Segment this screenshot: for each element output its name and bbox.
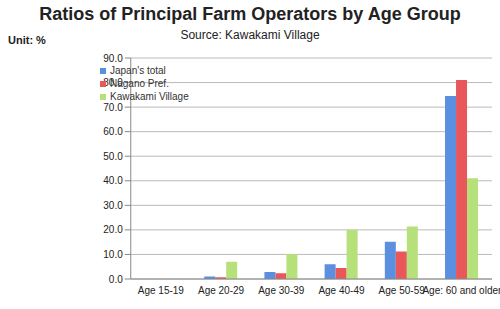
svg-text:90.0: 90.0 [103,53,123,64]
svg-text:Age 15-19: Age 15-19 [138,285,185,296]
svg-text:30.0: 30.0 [103,200,123,211]
svg-text:Age 30-39: Age 30-39 [258,285,305,296]
svg-text:20.0: 20.0 [103,224,123,235]
svg-text:40.0: 40.0 [103,175,123,186]
svg-text:Age 20-29: Age 20-29 [198,285,245,296]
svg-text:0.0: 0.0 [109,274,123,285]
svg-text:Age 50-59: Age 50-59 [379,285,426,296]
svg-text:70.0: 70.0 [103,102,123,113]
svg-text:50.0: 50.0 [103,151,123,162]
svg-text:10.0: 10.0 [103,249,123,260]
svg-text:Age 40-49: Age 40-49 [318,285,365,296]
svg-text:60.0: 60.0 [103,126,123,137]
svg-text:Age: 60 and older: Age: 60 and older [422,285,492,296]
svg-text:80.0: 80.0 [103,77,123,88]
